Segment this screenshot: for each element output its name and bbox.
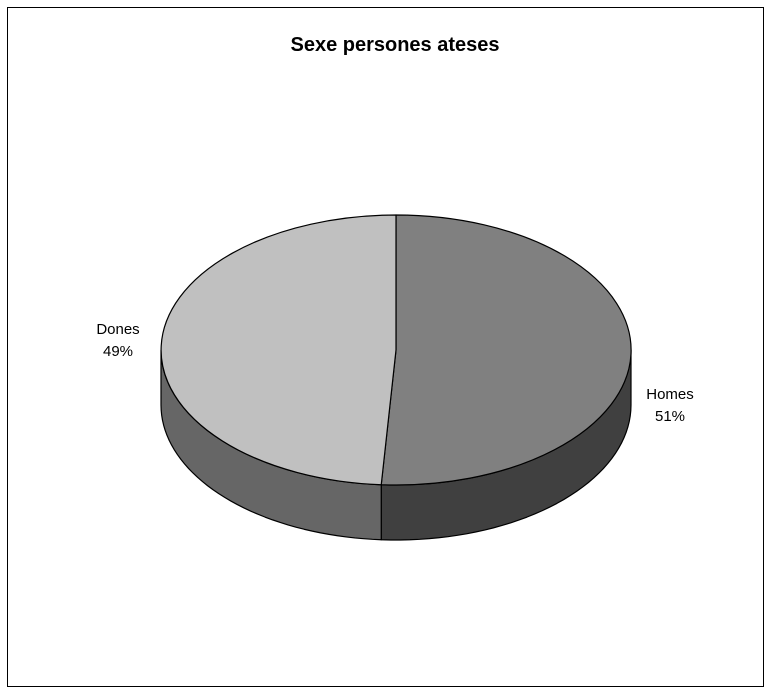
- chart-title: Sexe persones ateses: [290, 34, 500, 56]
- slice-label-homes: Homes 51%: [640, 384, 700, 428]
- slice-label-homes-value: 51%: [654, 408, 686, 425]
- slice-label-homes-name: Homes: [646, 386, 694, 403]
- pie-slice-homes: [380, 214, 632, 486]
- slice-label-dones-value: 49%: [102, 343, 134, 360]
- pie-chart: [160, 214, 632, 541]
- slice-label-dones-name: Dones: [96, 321, 140, 338]
- slice-label-dones: Dones 49%: [90, 319, 146, 363]
- pie-slice-dones: [160, 214, 397, 486]
